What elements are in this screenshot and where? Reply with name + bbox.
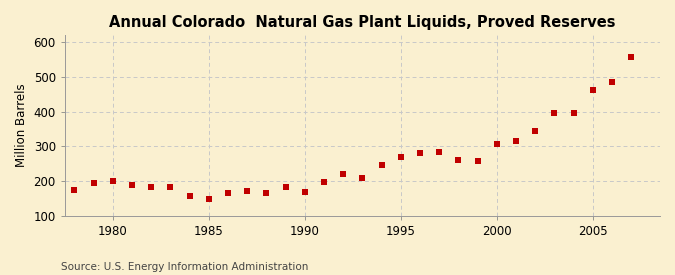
Point [165,185,176,190]
Point [453,158,464,162]
Point [472,159,483,163]
Point [280,185,291,190]
Point [319,180,329,185]
Point [607,80,618,84]
Point [261,191,272,196]
Text: Source: U.S. Energy Information Administration: Source: U.S. Energy Information Administ… [61,262,308,272]
Point [510,139,521,144]
Point [434,150,445,154]
Point [242,189,252,193]
Point [549,111,560,115]
Point [107,178,118,183]
Point [530,129,541,133]
Title: Annual Colorado  Natural Gas Plant Liquids, Proved Reserves: Annual Colorado Natural Gas Plant Liquid… [109,15,616,30]
Point [338,171,348,176]
Point [491,142,502,147]
Point [127,183,138,188]
Y-axis label: Million Barrels: Million Barrels [15,84,28,167]
Point [396,155,406,159]
Point [203,197,214,202]
Point [414,151,425,156]
Point [376,162,387,167]
Point [146,185,157,189]
Point [69,188,80,192]
Point [357,175,368,180]
Point [300,190,310,194]
Point [587,88,598,92]
Point [568,111,579,115]
Point [223,191,234,195]
Point [626,55,637,59]
Point [184,194,195,198]
Point [88,181,99,185]
